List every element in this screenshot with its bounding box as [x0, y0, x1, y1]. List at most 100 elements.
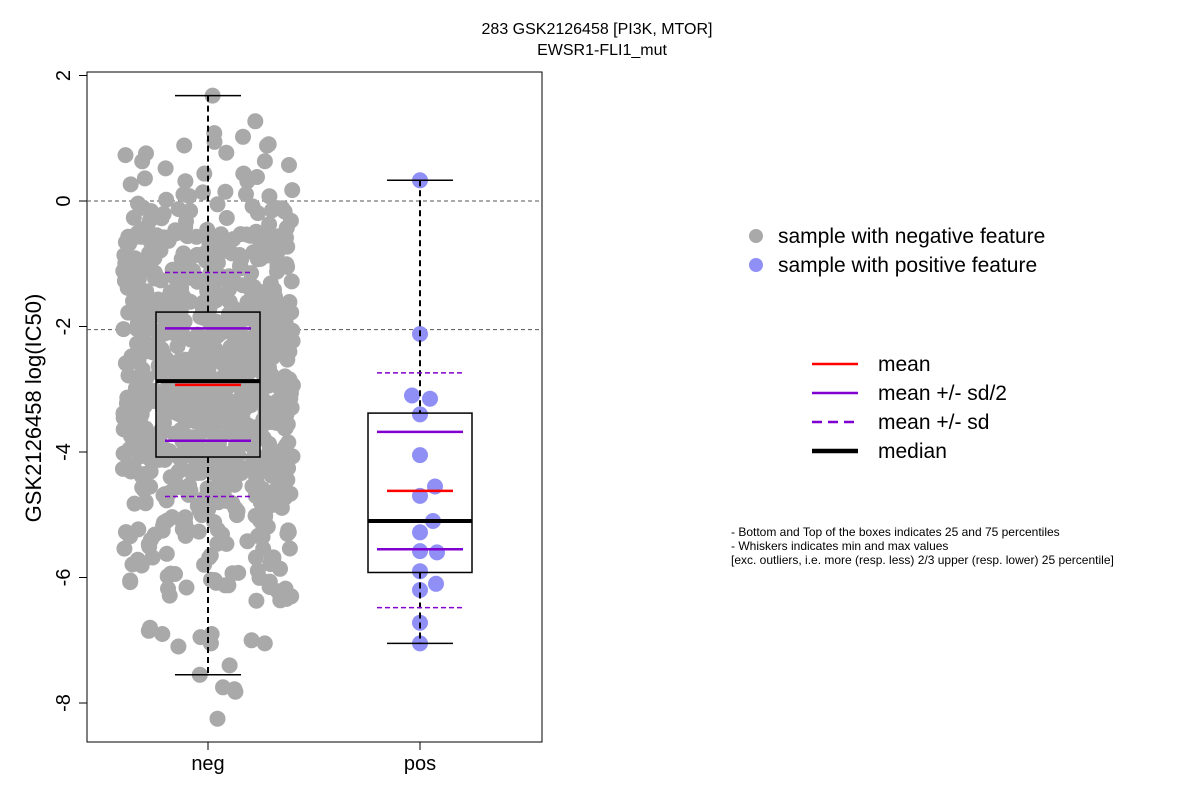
neg-sample-point — [127, 287, 144, 304]
neg-sample-point — [155, 517, 172, 534]
neg-sample-point — [247, 549, 264, 566]
neg-sample-point — [238, 186, 254, 203]
neg-sample-point — [121, 420, 138, 437]
neg-sample-point — [277, 420, 294, 436]
neg-sample-point — [249, 382, 266, 399]
neg-sample-point — [179, 228, 196, 245]
neg-sample-point — [116, 540, 133, 557]
chart-subtitle: EWSR1-FLI1_mut — [537, 42, 667, 59]
neg-sample-point — [194, 184, 211, 201]
neg-sample-point — [146, 239, 163, 256]
neg-sample-point — [181, 188, 198, 205]
neg-sample-point — [121, 252, 138, 268]
neg-sample-point — [162, 469, 179, 486]
neg-sample-point — [252, 420, 269, 437]
neg-sample-point — [243, 632, 260, 649]
neg-sample-point — [228, 507, 245, 524]
neg-sample-point — [229, 354, 246, 371]
neg-sample-point — [220, 577, 237, 594]
neg-sample-point — [133, 468, 150, 484]
plot-area: -8 -6 -4 -2 0 2 neg pos — [53, 70, 543, 775]
neg-sample-point — [130, 195, 146, 212]
legend-line-label: mean +/- sd/2 — [878, 382, 1007, 405]
neg-sample-point — [229, 418, 246, 435]
neg-sample-point — [209, 196, 226, 213]
y-tick-label: -8 — [53, 694, 75, 712]
neg-sample-point — [123, 457, 140, 474]
neg-sample-point — [244, 198, 261, 215]
neg-sample-point — [276, 318, 292, 335]
neg-sample-point — [235, 311, 251, 328]
neg-sample-point — [142, 619, 158, 636]
neg-sample-point — [124, 353, 141, 370]
note-line: - Whiskers indicates min and max values — [731, 539, 948, 553]
neg-sample-point — [176, 313, 193, 330]
neg-sample-point — [263, 550, 280, 567]
note-line: [exc. outliers, i.e. more (resp. less) 2… — [731, 553, 1114, 567]
neg-sample-point — [177, 291, 193, 307]
neg-sample-point — [158, 191, 175, 208]
neg-sample-point — [225, 231, 242, 248]
neg-sample-point — [161, 587, 178, 604]
neg-sample-point — [251, 231, 268, 248]
neg-sample-point — [115, 321, 132, 338]
neg-sample-point — [157, 160, 174, 177]
neg-sample-point — [208, 574, 225, 591]
neg-sample-point — [276, 458, 293, 475]
neg-sample-point — [209, 710, 226, 727]
legend: sample with negative feature sample with … — [749, 225, 1045, 463]
neg-sample-point — [221, 657, 238, 674]
neg-sample-point — [137, 342, 154, 359]
neg-sample-point — [145, 393, 162, 409]
neg-sample-point — [252, 512, 268, 529]
neg-sample-point — [280, 522, 297, 539]
neg-sample-point — [264, 497, 281, 513]
neg-sample-point — [156, 414, 172, 431]
neg-sample-point — [138, 145, 154, 162]
neg-sample-point — [254, 481, 271, 498]
neg-sample-point — [118, 265, 135, 281]
neg-sample-point — [142, 531, 159, 548]
neg-sample-point — [273, 388, 290, 405]
neg-sample-point — [202, 547, 219, 564]
neg-sample-point — [256, 153, 273, 170]
neg-sample-point — [261, 188, 278, 205]
pos-sample-point — [422, 390, 438, 407]
neg-sample-point — [261, 579, 278, 595]
neg-sample-point — [278, 406, 295, 423]
neg-sample-point — [225, 326, 241, 343]
neg-sample-point — [271, 472, 287, 489]
neg-sample-point — [230, 447, 247, 464]
pos-sample-point — [428, 575, 444, 592]
legend-line-label: median — [878, 440, 947, 463]
neg-sample-point — [206, 133, 223, 150]
y-tick-label: -4 — [53, 443, 75, 461]
legend-point-marker — [749, 229, 763, 243]
y-tick-label: 2 — [53, 70, 75, 81]
neg-sample-point — [164, 261, 181, 278]
neg-sample-point — [239, 533, 256, 550]
neg-sample-point — [136, 170, 153, 187]
pos-sample-point — [404, 387, 420, 404]
neg-sample-point — [248, 592, 265, 609]
neg-sample-point — [178, 579, 195, 596]
neg-sample-point — [117, 234, 134, 251]
neg-sample-point — [212, 403, 229, 420]
neg-sample-point — [182, 463, 199, 480]
neg-sample-point — [218, 475, 235, 492]
neg-sample-point — [189, 435, 206, 452]
neg-sample-point — [137, 495, 154, 512]
neg-sample-point — [119, 400, 136, 417]
neg-sample-point — [185, 365, 201, 382]
neg-sample-point — [170, 638, 187, 655]
pos-sample-point — [412, 582, 428, 598]
legend-point-marker — [749, 258, 763, 272]
neg-sample-point — [280, 434, 297, 451]
y-axis-label: GSK2126458 log(IC50) — [21, 294, 46, 523]
neg-sample-point — [130, 521, 147, 538]
neg-sample-point — [226, 681, 243, 698]
neg-sample-point — [272, 592, 289, 609]
neg-sample-point — [129, 551, 146, 568]
neg-sample-point — [144, 549, 161, 566]
neg-sample-point — [167, 566, 183, 582]
